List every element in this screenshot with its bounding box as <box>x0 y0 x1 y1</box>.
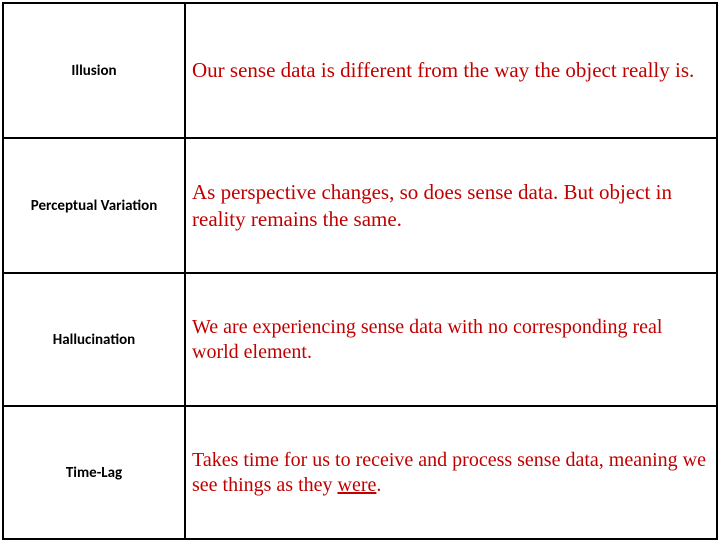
row-definition-time-lag: Takes time for us to receive and process… <box>185 406 717 539</box>
definition-underlined: were <box>338 474 377 496</box>
row-definition-hallucination: We are experiencing sense data with no c… <box>185 273 717 406</box>
definition-suffix: . <box>376 474 381 496</box>
row-label-illusion: Illusion <box>3 3 185 138</box>
definition-text: Takes time for us to receive and process… <box>192 449 706 496</box>
table-row: Illusion Our sense data is different fro… <box>3 3 717 138</box>
page-root: Illusion Our sense data is different fro… <box>0 0 720 540</box>
table-row: Perceptual Variation As perspective chan… <box>3 138 717 273</box>
definitions-table: Illusion Our sense data is different fro… <box>2 2 718 540</box>
row-definition-illusion: Our sense data is different from the way… <box>185 3 717 138</box>
table-row: Hallucination We are experiencing sense … <box>3 273 717 406</box>
table-row: Time-Lag Takes time for us to receive an… <box>3 406 717 539</box>
row-label-hallucination: Hallucination <box>3 273 185 406</box>
row-label-time-lag: Time-Lag <box>3 406 185 539</box>
row-label-perceptual-variation: Perceptual Variation <box>3 138 185 273</box>
row-definition-perceptual-variation: As perspective changes, so does sense da… <box>185 138 717 273</box>
